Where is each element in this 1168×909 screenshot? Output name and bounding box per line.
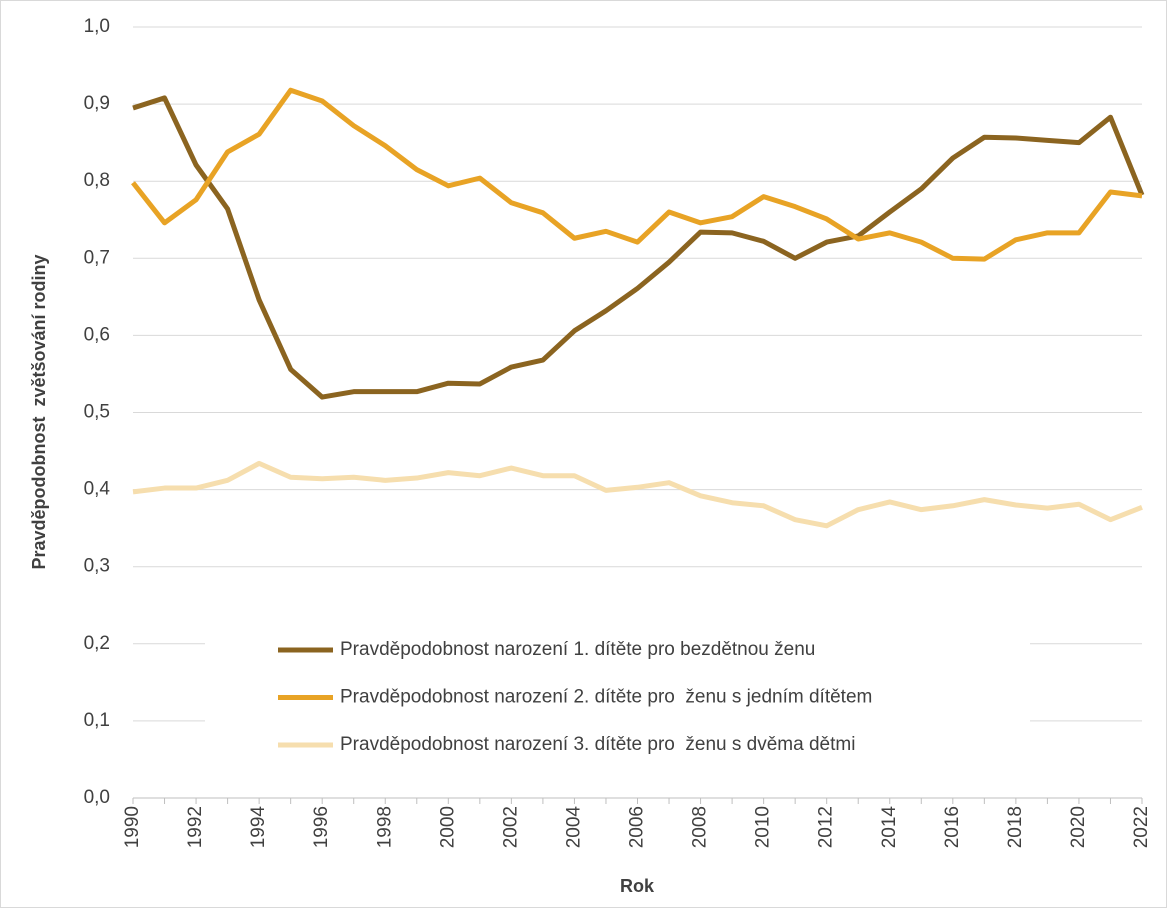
x-tick-label: 2000	[437, 806, 458, 848]
y-tick-label: 0,0	[84, 787, 110, 808]
y-tick-label: 0,9	[84, 93, 110, 114]
y-axis-label: Pravděpodobnost zvětšování rodiny	[29, 254, 49, 569]
y-tick-label: 0,8	[84, 170, 110, 191]
x-tick-label: 2018	[1005, 806, 1026, 848]
x-tick-label: 1996	[311, 806, 332, 848]
y-tick-label: 1,0	[84, 16, 110, 37]
x-tick-label: 1990	[122, 806, 143, 848]
series-line	[132, 95, 1145, 400]
x-tick-label: 2016	[942, 806, 963, 848]
legend-label: Pravděpodobnost narození 2. dítěte pro ž…	[340, 687, 872, 708]
x-tick-label: 2004	[563, 806, 584, 849]
y-tick-label: 0,7	[84, 247, 110, 268]
y-tick-label: 0,4	[84, 479, 111, 500]
series-line	[131, 87, 1143, 262]
x-tick-label: 1992	[185, 806, 206, 848]
x-tick-label: 2012	[816, 806, 837, 848]
x-tick-label: 2008	[690, 806, 711, 848]
y-tick-label: 0,6	[84, 324, 110, 345]
y-tick-label: 0,2	[84, 633, 110, 654]
y-tick-label: 0,3	[84, 556, 110, 577]
x-axis-label: Rok	[620, 876, 655, 896]
y-tick-label: 0,1	[84, 710, 110, 731]
x-tick-label: 2022	[1131, 806, 1152, 848]
y-tick-label: 0,5	[84, 402, 110, 423]
x-tick-label: 2010	[753, 806, 774, 848]
legend-label: Pravděpodobnost narození 3. dítěte pro ž…	[340, 734, 855, 755]
x-tick-label: 2002	[500, 806, 521, 848]
x-tick-label: 2006	[627, 806, 648, 848]
x-tick-label: 1998	[374, 806, 395, 848]
x-tick-label: 2014	[879, 806, 900, 849]
legend-background	[205, 628, 1030, 771]
series-line	[132, 460, 1143, 529]
x-tick-label: 2020	[1068, 806, 1089, 848]
legend-label: Pravděpodobnost narození 1. dítěte pro b…	[340, 639, 815, 660]
x-tick-label: 1994	[248, 806, 269, 849]
